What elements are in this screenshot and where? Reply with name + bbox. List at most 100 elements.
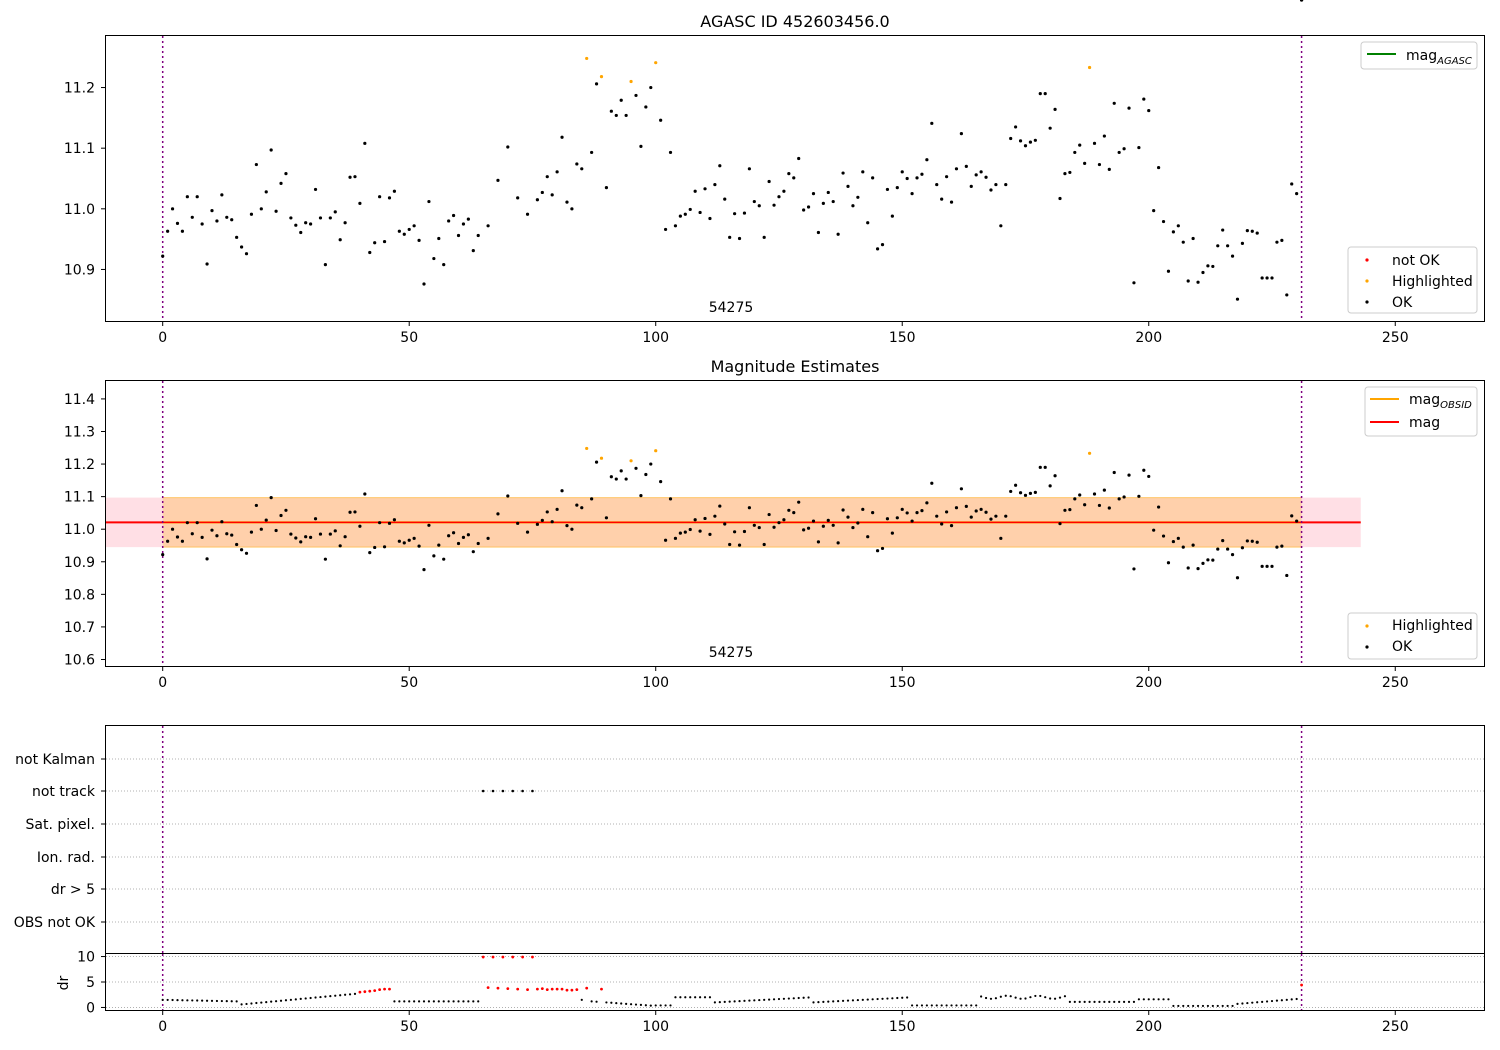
data-point-ok — [175, 221, 180, 225]
data-point-ok — [239, 245, 244, 249]
dr-point-ok — [1073, 1000, 1076, 1003]
dr-point-ok — [181, 999, 184, 1002]
data-point-ok — [447, 219, 451, 223]
dr-point-ok — [1044, 996, 1047, 999]
data-point-ok — [1147, 474, 1151, 479]
data-point-ok — [1102, 488, 1106, 492]
legend-box — [1347, 612, 1478, 660]
dr-point-not-ok — [526, 988, 529, 992]
data-point-ok — [979, 507, 983, 511]
data-point-ok — [1112, 470, 1116, 475]
dr-point-ok — [777, 997, 781, 1001]
data-point-ok — [1097, 162, 1102, 167]
data-point-highlighted — [654, 449, 658, 453]
legend-marker-highlighted — [1365, 279, 1369, 283]
dr-point-ok — [629, 1003, 633, 1006]
data-point-ok — [545, 510, 549, 514]
data-point-ok — [1009, 136, 1013, 141]
data-point-ok — [1038, 465, 1042, 469]
data-point-ok — [737, 236, 742, 241]
data-point-ok — [1206, 264, 1210, 268]
data-point-ok — [525, 530, 530, 534]
data-point-ok — [1285, 293, 1289, 297]
legend-label-mag: mag — [1409, 415, 1440, 431]
data-point-ok — [836, 541, 840, 545]
data-point-ok — [348, 175, 352, 179]
dr-point-ok — [999, 995, 1002, 998]
dr-point-ok — [832, 1000, 835, 1003]
data-point-ok — [1078, 493, 1082, 497]
dr-point-not-ok — [373, 989, 377, 993]
dr-point-ok — [1216, 1004, 1219, 1008]
data-point-ok — [757, 204, 761, 208]
dr-point-ok — [1211, 1004, 1214, 1008]
dr-point-ok — [841, 999, 845, 1002]
data-point-ok — [570, 527, 574, 531]
dr-point-ok — [644, 1004, 647, 1007]
panel-2-xtick-label: 250 — [1382, 675, 1409, 691]
data-point-ok — [1270, 276, 1274, 280]
data-point-ok — [999, 536, 1003, 540]
dr-point-not-ok — [1300, 983, 1303, 987]
dr-point-not-ok — [565, 988, 569, 992]
data-point-ok — [802, 528, 806, 532]
dr-point-ok — [580, 998, 583, 1001]
data-point-ok — [964, 164, 968, 168]
data-point-ok — [851, 204, 855, 208]
data-point-ok — [432, 554, 436, 558]
dr-point-ok — [1236, 1002, 1239, 1005]
data-point-ok — [1240, 241, 1245, 245]
data-point-ok — [871, 176, 875, 180]
panel-4-ylabel: dr — [56, 975, 72, 990]
data-point-ok — [259, 207, 263, 211]
data-point-ok — [1038, 92, 1042, 96]
data-point-ok — [1161, 219, 1166, 224]
data-point-ok — [910, 192, 914, 196]
data-point-ok — [195, 521, 199, 525]
dr-point-ok — [1118, 1000, 1121, 1003]
data-point-ok — [915, 510, 919, 515]
data-point-ok — [1211, 558, 1215, 562]
data-point-ok — [594, 460, 599, 464]
dr-point-ok — [314, 996, 317, 999]
dr-point-ok — [329, 995, 332, 998]
data-point-ok — [733, 212, 737, 216]
data-point-ok — [338, 544, 342, 548]
dr-point-ok — [1275, 999, 1279, 1002]
dr-point-ok — [1221, 1004, 1224, 1008]
data-point-ok — [575, 162, 579, 166]
data-point-ok — [806, 205, 811, 209]
data-point-ok — [304, 535, 308, 539]
data-point-ok — [318, 216, 323, 220]
legend-marker-not-ok — [1365, 258, 1369, 262]
data-point-ok — [1068, 508, 1072, 512]
data-point-ok — [964, 504, 968, 508]
data-point-ok — [1221, 228, 1225, 232]
data-point-ok — [461, 222, 466, 226]
data-point-ok — [1048, 484, 1052, 488]
dr-point-ok — [186, 999, 189, 1002]
data-point-ok — [861, 507, 865, 511]
dr-point-ok — [930, 1004, 933, 1007]
data-point-ok — [604, 516, 609, 520]
dr-point-ok — [452, 1000, 455, 1003]
dr-point-not-ok — [521, 955, 525, 959]
data-point-ok — [895, 185, 899, 190]
data-point-ok — [1152, 209, 1156, 213]
data-point-ok — [663, 538, 668, 542]
dr-point-ok — [871, 998, 874, 1001]
data-point-ok — [940, 197, 944, 201]
data-point-ok — [1226, 244, 1230, 248]
dr-point-ok — [324, 995, 327, 998]
data-point-ok — [989, 188, 993, 192]
data-point-ok — [363, 141, 367, 145]
data-point-ok — [663, 227, 668, 232]
dr-point-ok — [279, 999, 283, 1002]
dr-point-ok — [260, 1001, 263, 1004]
data-point-ok — [624, 477, 628, 481]
data-point-ok — [1230, 254, 1235, 258]
data-point-ok — [1191, 236, 1195, 241]
dr-point-ok — [1152, 998, 1155, 1001]
dr-point-ok — [294, 998, 297, 1001]
